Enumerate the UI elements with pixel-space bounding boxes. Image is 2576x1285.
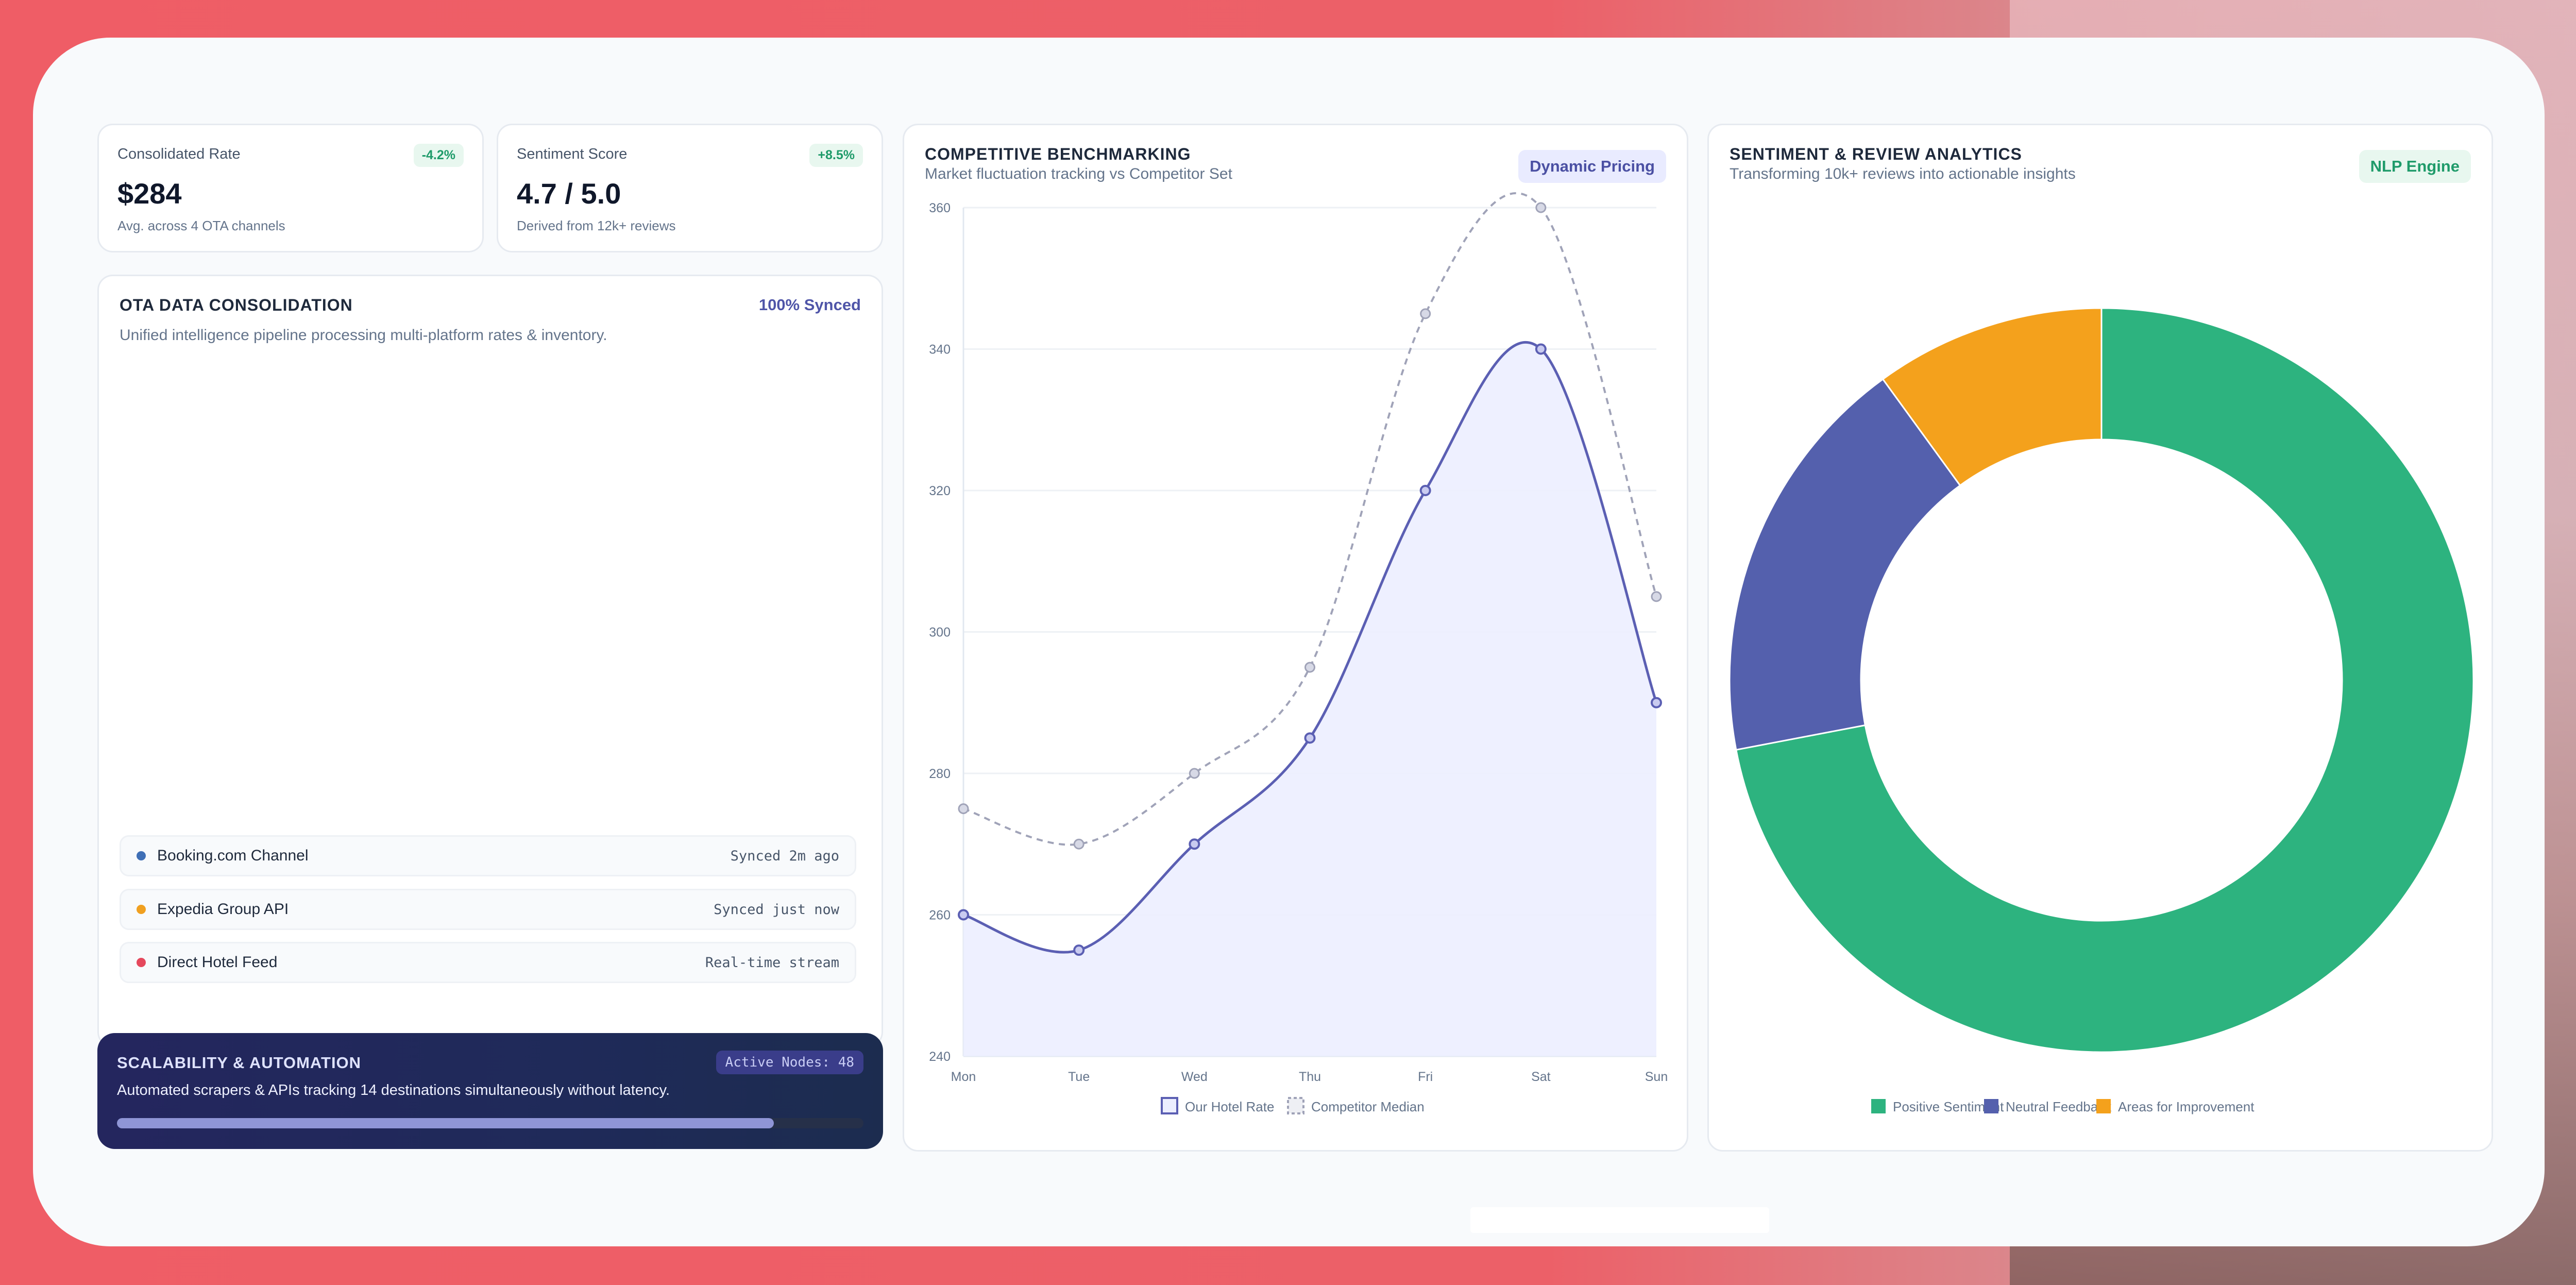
y-tick-label: 260	[929, 908, 951, 923]
legend-swatch-our-hotel-rate	[1161, 1097, 1178, 1114]
x-tick-label: Tue	[1068, 1070, 1090, 1084]
sentiment-title: SENTIMENT & REVIEW ANALYTICS	[1730, 145, 2022, 163]
data-point-competitor-median	[958, 803, 969, 815]
data-point-our-hotel-rate	[1073, 944, 1085, 956]
progress-fill	[117, 1118, 774, 1128]
benchmark-subtitle: Market fluctuation tracking vs Competito…	[925, 165, 1232, 182]
donut-slice-positive-sentiment	[1735, 307, 2475, 1053]
kpi-badge: +8.5%	[809, 144, 863, 167]
nlp-engine-pill[interactable]: NLP Engine	[2359, 150, 2471, 183]
active-nodes-badge: Active Nodes: 48	[716, 1051, 863, 1074]
data-point-our-hotel-rate	[1304, 732, 1316, 744]
sentiment-card: SENTIMENT & REVIEW ANALYTICS Transformin…	[1707, 124, 2493, 1152]
feed-row-booking[interactable]: Booking.com Channel Synced 2m ago	[120, 835, 856, 876]
status-dot	[137, 905, 146, 914]
data-point-our-hotel-rate	[1419, 485, 1431, 496]
kpi-title: Sentiment Score	[517, 146, 628, 162]
x-tick-label: Mon	[951, 1070, 976, 1084]
legend-swatch-neutral-feedback	[1984, 1099, 1998, 1113]
ota-title: OTA DATA CONSOLIDATION	[120, 296, 353, 314]
data-point-our-hotel-rate	[1535, 343, 1547, 355]
feed-row-expedia[interactable]: Expedia Group API Synced just now	[120, 889, 856, 930]
donut-slice-neutral-feedback	[1728, 378, 1961, 751]
sentiment-subtitle: Transforming 10k+ reviews into actionabl…	[1730, 165, 2076, 182]
y-tick-label: 300	[929, 625, 951, 640]
scalability-card: SCALABILITY & AUTOMATION Active Nodes: 4…	[97, 1033, 883, 1149]
status-dot	[137, 851, 146, 860]
data-point-competitor-median	[1189, 768, 1200, 779]
status-dot	[137, 958, 146, 967]
kpi-card-sentiment: Sentiment Score +8.5% 4.7 / 5.0 Derived …	[497, 124, 883, 252]
legend-swatch-competitor-median	[1287, 1097, 1304, 1114]
benchmark-title: COMPETITIVE BENCHMARKING	[925, 145, 1191, 163]
kpi-value: 4.7 / 5.0	[517, 177, 621, 210]
scalability-title: SCALABILITY & AUTOMATION	[117, 1054, 362, 1072]
feed-status: Synced just now	[714, 901, 839, 918]
bottom-strip	[1470, 1207, 1769, 1233]
y-tick-label: 240	[929, 1050, 951, 1064]
feed-name: Booking.com Channel	[157, 847, 309, 864]
dashboard-panel: Consolidated Rate -4.2% $284 Avg. across…	[33, 38, 2545, 1246]
ota-sync-status: 100% Synced	[758, 296, 861, 314]
x-tick-label: Sat	[1531, 1070, 1551, 1084]
y-tick-label: 360	[929, 201, 951, 215]
legend-swatch-positive-sentiment	[1871, 1099, 1886, 1113]
feed-name: Direct Hotel Feed	[157, 954, 278, 971]
feed-row-direct[interactable]: Direct Hotel Feed Real-time stream	[120, 942, 856, 983]
kpi-card-rate: Consolidated Rate -4.2% $284 Avg. across…	[97, 124, 484, 252]
feed-status: Real-time stream	[705, 954, 839, 971]
y-tick-label: 320	[929, 484, 951, 498]
benchmark-line-chart: 240 260 280 300 320 340 360 Mon Tue Wed Thu Fri Sat S…	[929, 192, 1668, 1114]
kpi-title: Consolidated Rate	[117, 146, 241, 162]
x-tick-label: Thu	[1299, 1070, 1321, 1084]
ota-description: Unified intelligence pipeline processing…	[120, 327, 607, 344]
series-line-competitor-median	[963, 192, 1657, 846]
data-point-competitor-median	[1651, 591, 1662, 602]
scalability-description: Automated scrapers & APIs tracking 14 de…	[117, 1082, 670, 1098]
kpi-badge: -4.2%	[413, 144, 464, 167]
kpi-value: $284	[117, 177, 182, 210]
y-tick-label: 340	[929, 343, 951, 357]
legend-label-our-hotel-rate: Our Hotel Rate	[1185, 1099, 1274, 1114]
y-tick-label: 280	[929, 767, 951, 781]
dynamic-pricing-pill[interactable]: Dynamic Pricing	[1518, 150, 1666, 183]
donut-slice-areas-for-improvement	[1882, 307, 2103, 487]
kpi-subtitle: Avg. across 4 OTA channels	[117, 218, 285, 233]
sentiment-donut-chart: Positive Sentiment Neutral Feedback Areas …	[1728, 307, 2475, 1114]
kpi-subtitle: Derived from 12k+ reviews	[517, 218, 676, 233]
series-area-our-hotel-rate	[963, 342, 1656, 1057]
legend-label-competitor-median: Competitor Median	[1311, 1099, 1425, 1114]
progress-track	[117, 1118, 863, 1128]
benchmark-card: COMPETITIVE BENCHMARKING Market fluctuat…	[903, 124, 1688, 1152]
data-point-our-hotel-rate	[1651, 697, 1662, 708]
data-point-competitor-median	[1304, 662, 1315, 673]
x-tick-label: Wed	[1181, 1070, 1208, 1084]
data-point-competitor-median	[1073, 838, 1084, 850]
data-point-our-hotel-rate	[1189, 838, 1200, 850]
x-tick-label: Sun	[1645, 1070, 1668, 1084]
legend-swatch-areas-for-improvement	[2096, 1099, 2111, 1113]
series-line-our-hotel-rate	[963, 341, 1658, 954]
legend-label-neutral-feedback: Neutral Feedback	[2006, 1099, 2112, 1114]
data-point-competitor-median	[1420, 308, 1431, 319]
feed-status: Synced 2m ago	[730, 848, 839, 864]
data-point-our-hotel-rate	[958, 909, 969, 921]
ota-card: OTA DATA CONSOLIDATION 100% Synced Unifi…	[97, 275, 883, 1047]
legend-label-areas-for-improvement: Areas for Improvement	[2118, 1099, 2255, 1114]
x-tick-label: Fri	[1418, 1070, 1433, 1084]
feed-name: Expedia Group API	[157, 901, 289, 918]
data-point-competitor-median	[1535, 202, 1547, 213]
